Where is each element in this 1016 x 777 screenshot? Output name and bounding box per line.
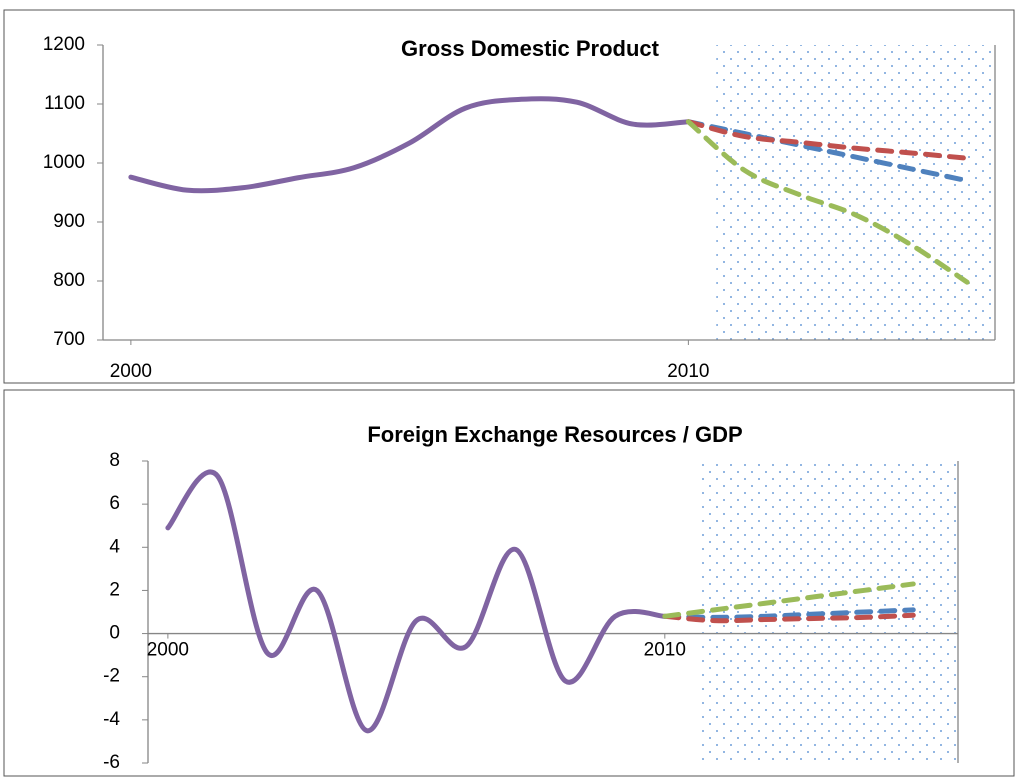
y-tick-label: 900 (53, 211, 85, 232)
forecast-region (716, 45, 995, 340)
series-line (165, 469, 668, 734)
y-tick-label: -6 (103, 752, 120, 773)
y-tick-label: 0 (109, 623, 120, 644)
y-tick-label: 700 (53, 329, 85, 350)
series-line (128, 96, 691, 194)
chart-frame (3, 9, 1015, 384)
y-tick-label: 1000 (43, 152, 85, 173)
y-tick-label: 1100 (44, 93, 85, 114)
y-tick-label: 4 (109, 536, 120, 557)
y-tick-label: 8 (109, 450, 120, 471)
series-line (662, 612, 916, 624)
y-tick-label: 800 (53, 270, 85, 291)
x-tick-label: 2000 (110, 361, 152, 382)
x-tick-label: 2010 (644, 640, 686, 661)
forecast-region (699, 461, 958, 763)
chart-frame (3, 389, 1015, 777)
x-tick-label: 2000 (147, 640, 189, 661)
y-tick-label: 2 (109, 579, 120, 600)
series-line (685, 119, 970, 184)
y-tick-label: 6 (109, 493, 120, 514)
chart-title: Foreign Exchange Resources / GDP (367, 422, 742, 447)
series-line (662, 581, 916, 619)
x-tick-label: 2010 (667, 361, 709, 382)
chart-title: Gross Domestic Product (401, 36, 660, 61)
y-tick-label: -4 (103, 709, 120, 730)
y-tick-label: 1200 (43, 34, 85, 55)
series-line (662, 607, 916, 620)
series-line (685, 119, 970, 161)
y-tick-label: -2 (103, 666, 120, 687)
series-line (685, 119, 970, 285)
